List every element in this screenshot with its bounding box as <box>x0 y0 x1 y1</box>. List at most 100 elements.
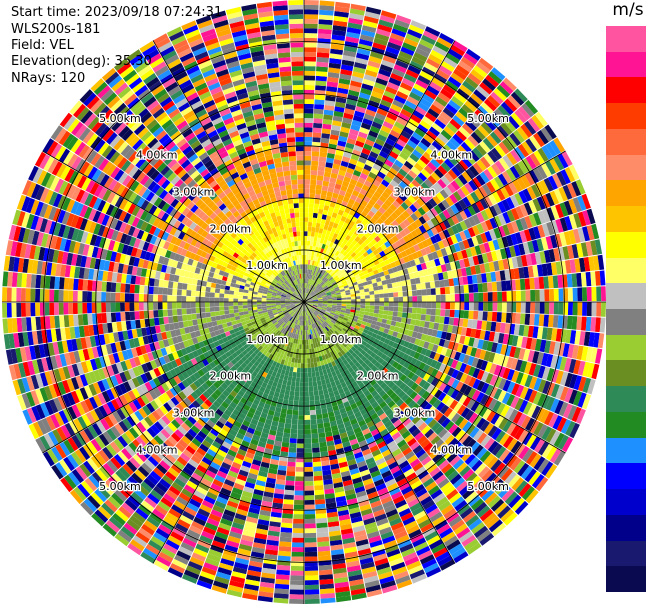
velocity-gate <box>304 452 313 458</box>
velocity-gate <box>209 302 215 307</box>
velocity-gate <box>195 397 204 406</box>
velocity-gate <box>554 356 563 370</box>
velocity-gate <box>490 321 497 332</box>
velocity-gate <box>250 364 257 371</box>
velocity-gate <box>524 313 531 325</box>
velocity-gate <box>140 345 147 355</box>
velocity-gate <box>313 480 324 486</box>
velocity-gate <box>444 309 451 317</box>
velocity-gate <box>210 392 219 401</box>
velocity-gate <box>205 265 212 272</box>
velocity-gate <box>497 354 505 366</box>
velocity-gate <box>502 379 512 392</box>
velocity-gate <box>411 428 421 438</box>
velocity-gate <box>43 204 53 219</box>
velocity-gate <box>260 577 275 584</box>
velocity-gate <box>369 308 375 313</box>
velocity-gate <box>322 315 327 320</box>
velocity-gate <box>425 314 431 322</box>
velocity-gate <box>84 219 93 232</box>
velocity-gate <box>338 377 345 384</box>
velocity-gate <box>45 416 56 431</box>
velocity-gate <box>267 335 273 341</box>
velocity-gate <box>311 307 316 311</box>
velocity-gate <box>298 310 301 316</box>
velocity-gate <box>12 379 22 396</box>
velocity-gate <box>282 292 287 296</box>
velocity-gate <box>201 566 217 576</box>
velocity-gate <box>248 560 263 568</box>
velocity-gate <box>296 320 300 325</box>
velocity-gate <box>304 391 309 397</box>
velocity-gate <box>101 302 107 313</box>
velocity-gate <box>229 286 235 291</box>
velocity-gate <box>393 407 402 416</box>
velocity-gate <box>321 334 326 340</box>
velocity-gate <box>77 416 88 430</box>
velocity-gate <box>381 360 388 368</box>
velocity-gate <box>339 466 350 473</box>
velocity-gate <box>252 266 259 272</box>
velocity-gate <box>595 317 601 333</box>
velocity-gate <box>279 313 285 318</box>
velocity-gate <box>291 419 298 425</box>
velocity-gate <box>243 486 254 494</box>
velocity-gate <box>270 516 282 523</box>
velocity-gate <box>270 349 276 356</box>
velocity-gate <box>452 458 465 470</box>
velocity-gate <box>87 313 93 325</box>
velocity-gate <box>108 476 121 489</box>
velocity-gate <box>187 244 195 253</box>
velocity-gate <box>459 362 467 373</box>
velocity-gate <box>337 403 345 410</box>
velocity-gate <box>85 180 96 193</box>
velocity-gate <box>176 496 189 507</box>
velocity-gate <box>79 463 92 478</box>
velocity-gate <box>445 302 451 310</box>
velocity-gate <box>16 272 23 288</box>
velocity-gate <box>240 281 246 287</box>
velocity-gate <box>96 291 102 302</box>
velocity-gate <box>336 373 343 380</box>
velocity-gate <box>27 360 36 376</box>
velocity-gate <box>502 451 514 465</box>
velocity-gate <box>111 473 124 486</box>
velocity-gate <box>269 429 277 436</box>
velocity-gate <box>220 332 227 339</box>
velocity-gate <box>315 342 319 348</box>
velocity-gate <box>95 171 106 184</box>
velocity-gate <box>327 387 334 394</box>
velocity-gate <box>292 293 297 297</box>
velocity-gate <box>244 415 253 423</box>
velocity-gate <box>22 332 29 347</box>
velocity-gate <box>384 370 392 378</box>
velocity-gate <box>314 317 318 322</box>
velocity-gate <box>244 316 251 321</box>
velocity-gate <box>340 470 351 478</box>
velocity-gate <box>435 370 443 380</box>
velocity-gate <box>288 447 297 453</box>
velocity-gate <box>183 569 200 580</box>
velocity-gate <box>427 418 438 429</box>
velocity-gate <box>67 226 75 240</box>
velocity-gate <box>275 372 281 379</box>
velocity-gate <box>205 371 213 380</box>
velocity-gate <box>78 144 90 159</box>
velocity-gate <box>260 347 266 354</box>
velocity-gate <box>153 294 158 302</box>
velocity-gate <box>267 535 280 542</box>
velocity-gate <box>212 424 222 433</box>
velocity-gate <box>101 281 107 292</box>
velocity-gate <box>241 440 250 448</box>
velocity-gate <box>183 340 190 348</box>
velocity-gate <box>171 295 177 302</box>
velocity-gate <box>250 438 259 446</box>
velocity-gate <box>539 339 547 353</box>
velocity-gate <box>304 339 307 345</box>
velocity-gate <box>277 281 282 286</box>
velocity-gate <box>258 470 268 478</box>
velocity-gate <box>463 364 472 375</box>
velocity-gate <box>228 249 236 256</box>
velocity-gate <box>86 150 98 164</box>
velocity-gate <box>19 347 28 362</box>
